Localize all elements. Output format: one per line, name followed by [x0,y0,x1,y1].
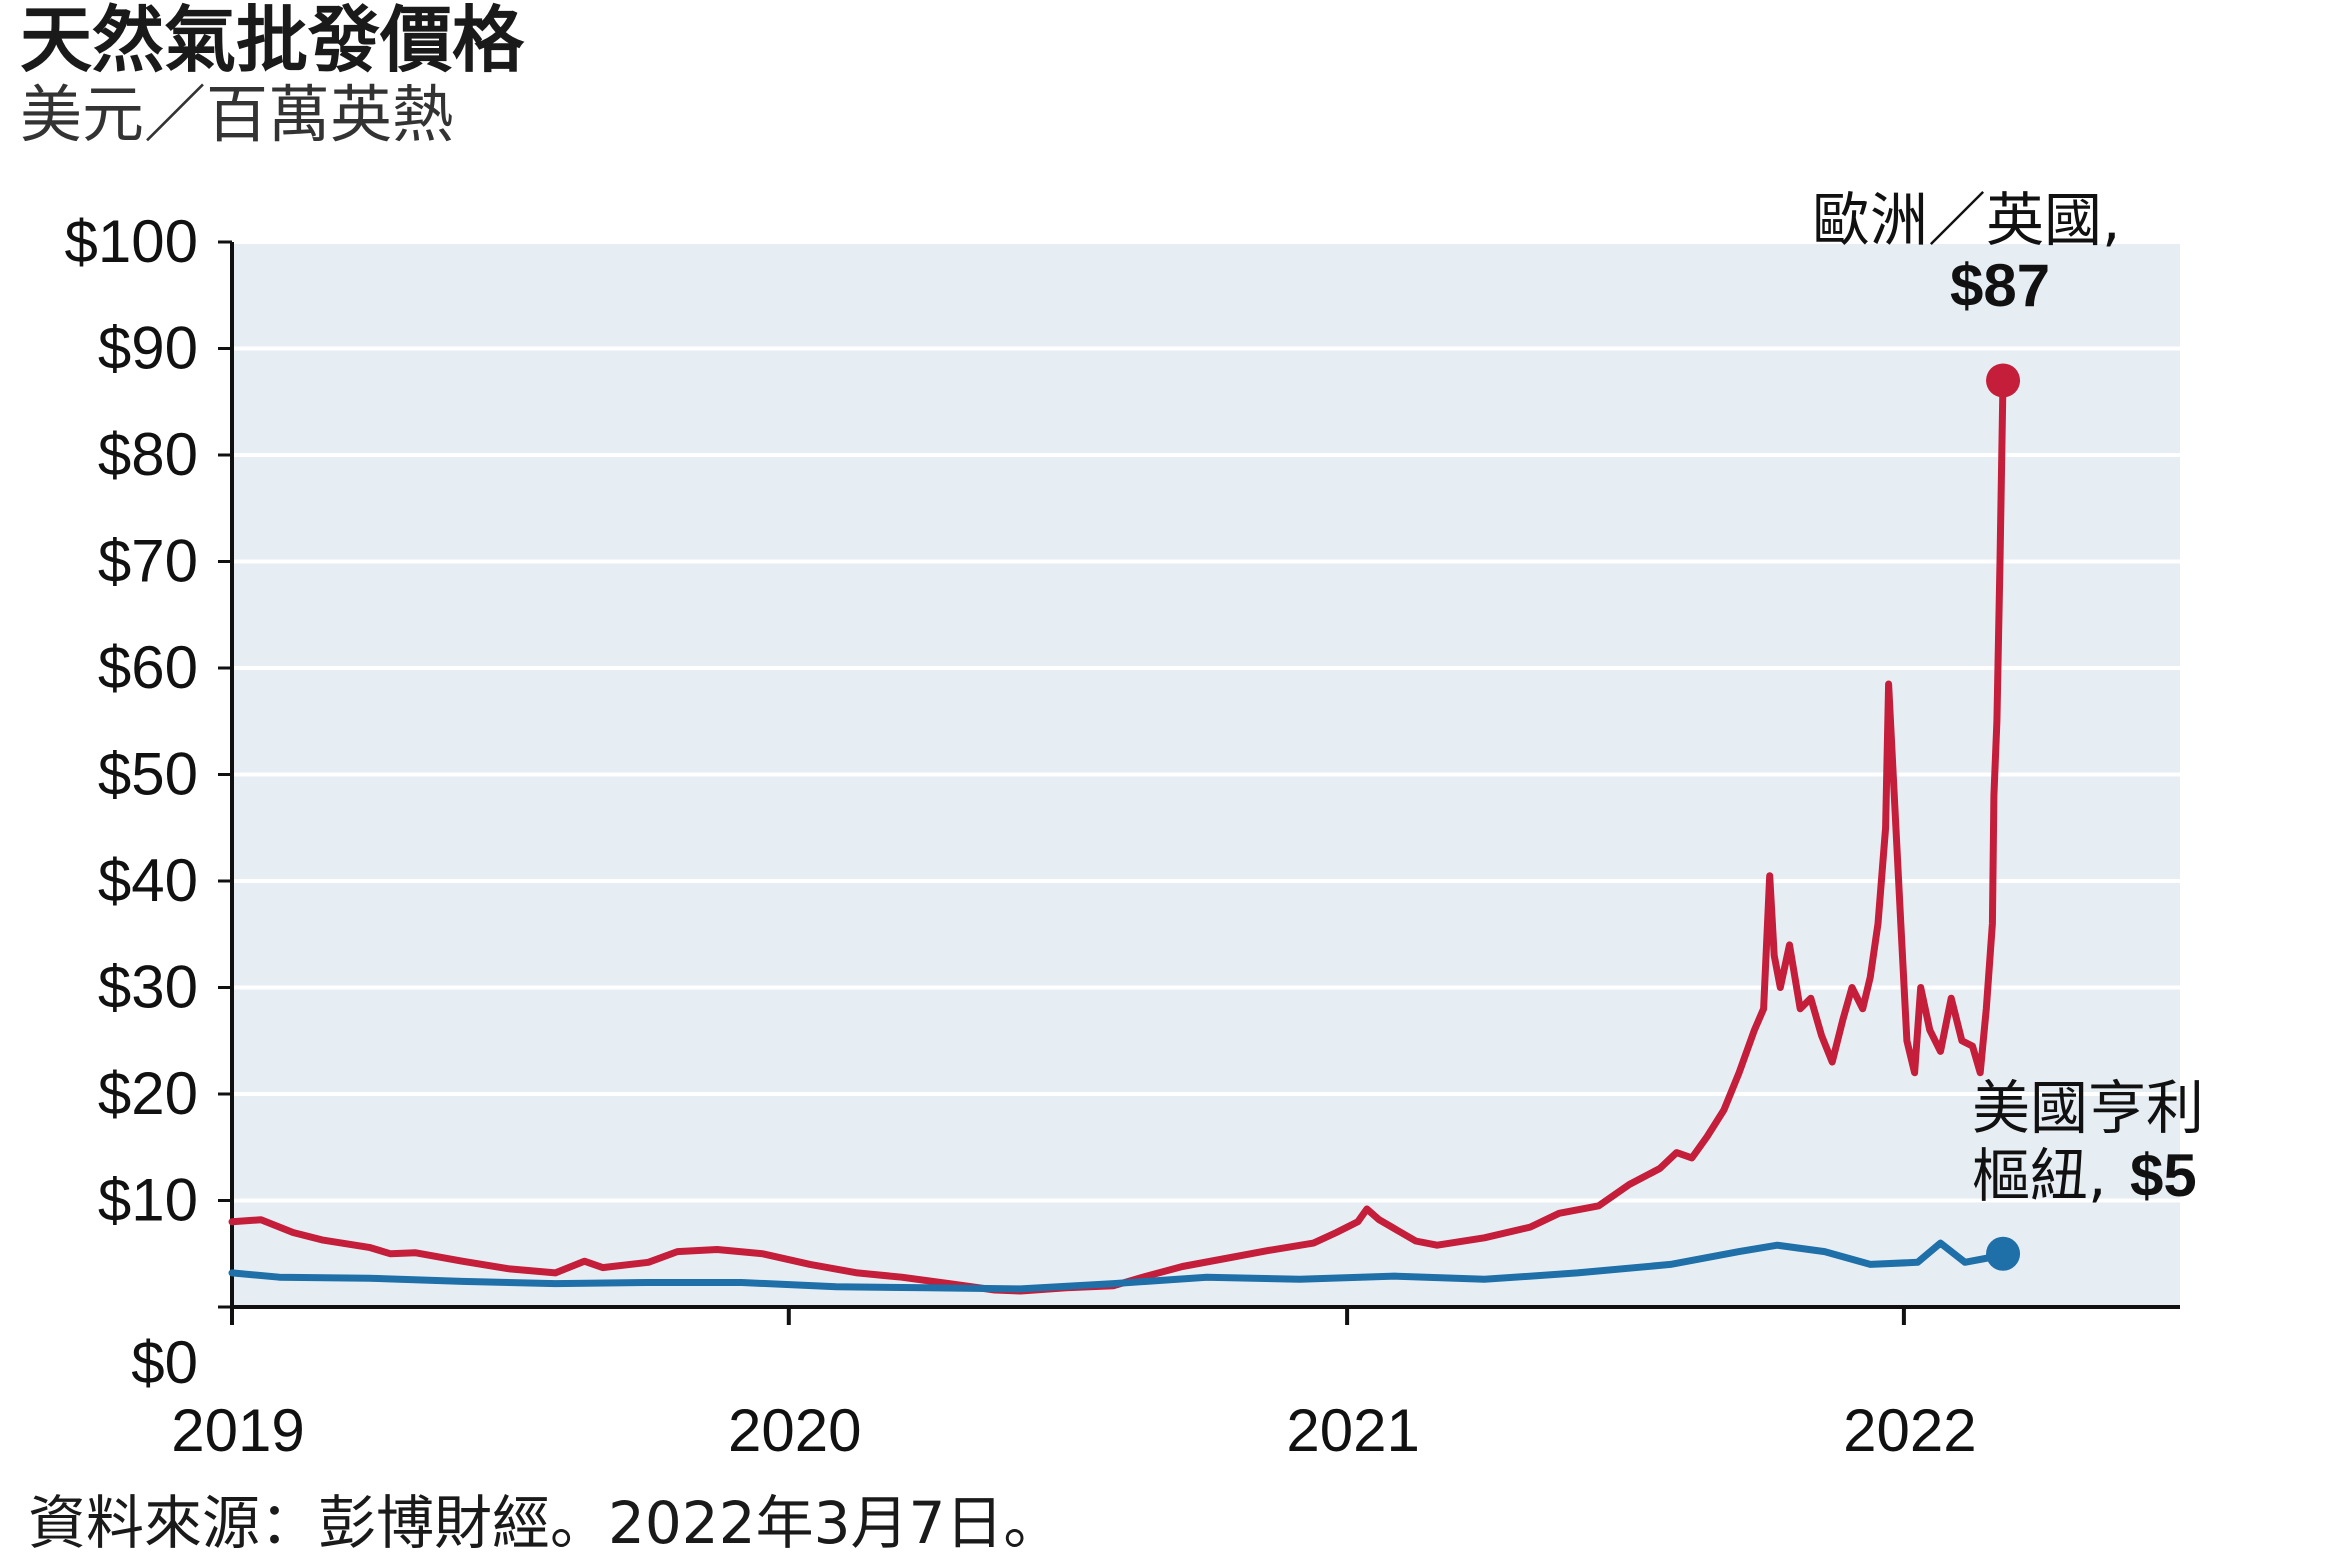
y-tick-label: $10 [98,1167,198,1234]
y-tick-label: $90 [98,315,198,382]
y-tick-label: $40 [98,847,198,914]
series-end-point [1986,1236,2021,1271]
y-axis-ticks: $0 $10 $20 $30 $40 $50 $60 $70 $80 $90 $100 [65,208,232,1396]
y-tick-label: $30 [98,954,198,1021]
series-label-line: 歐洲／英國, [1812,186,2120,254]
series-label-line: 樞紐, [1972,1142,2106,1210]
x-tick-label: 2020 [728,1397,861,1464]
x-tick-label: 2019 [171,1397,304,1464]
series-line [228,377,2007,1295]
y-tick-label: $80 [98,421,198,488]
grid-lines [232,240,2180,1203]
y-tick-label: $70 [98,528,198,595]
y-tick-label: $20 [98,1060,198,1127]
chart-title: 天然氣批發價格 [20,0,525,82]
chart-subtitle: 美元／百萬英熱 [20,78,455,151]
y-tick-label: $100 [65,208,198,275]
x-tick-label: 2021 [1286,1397,1419,1464]
series-end-point [1986,363,2021,398]
y-tick-label: $0 [131,1329,198,1396]
y-tick-label: $60 [98,634,198,701]
y-tick-label: $50 [98,741,198,808]
series-label-line: 美國亨利 [1972,1074,2204,1142]
axes [230,242,2180,1321]
source-note: 資料來源：彭博財經。2022年3月7日。 [28,1489,1062,1557]
x-tick-label: 2022 [1843,1397,1976,1464]
series-line [228,1239,2007,1293]
series-label-value: $87 [1950,252,2050,319]
series-lines [228,363,2021,1295]
x-axis-ticks: 2019 2020 2021 2022 [171,1307,1977,1464]
series-label-value: $5 [2130,1142,2197,1209]
